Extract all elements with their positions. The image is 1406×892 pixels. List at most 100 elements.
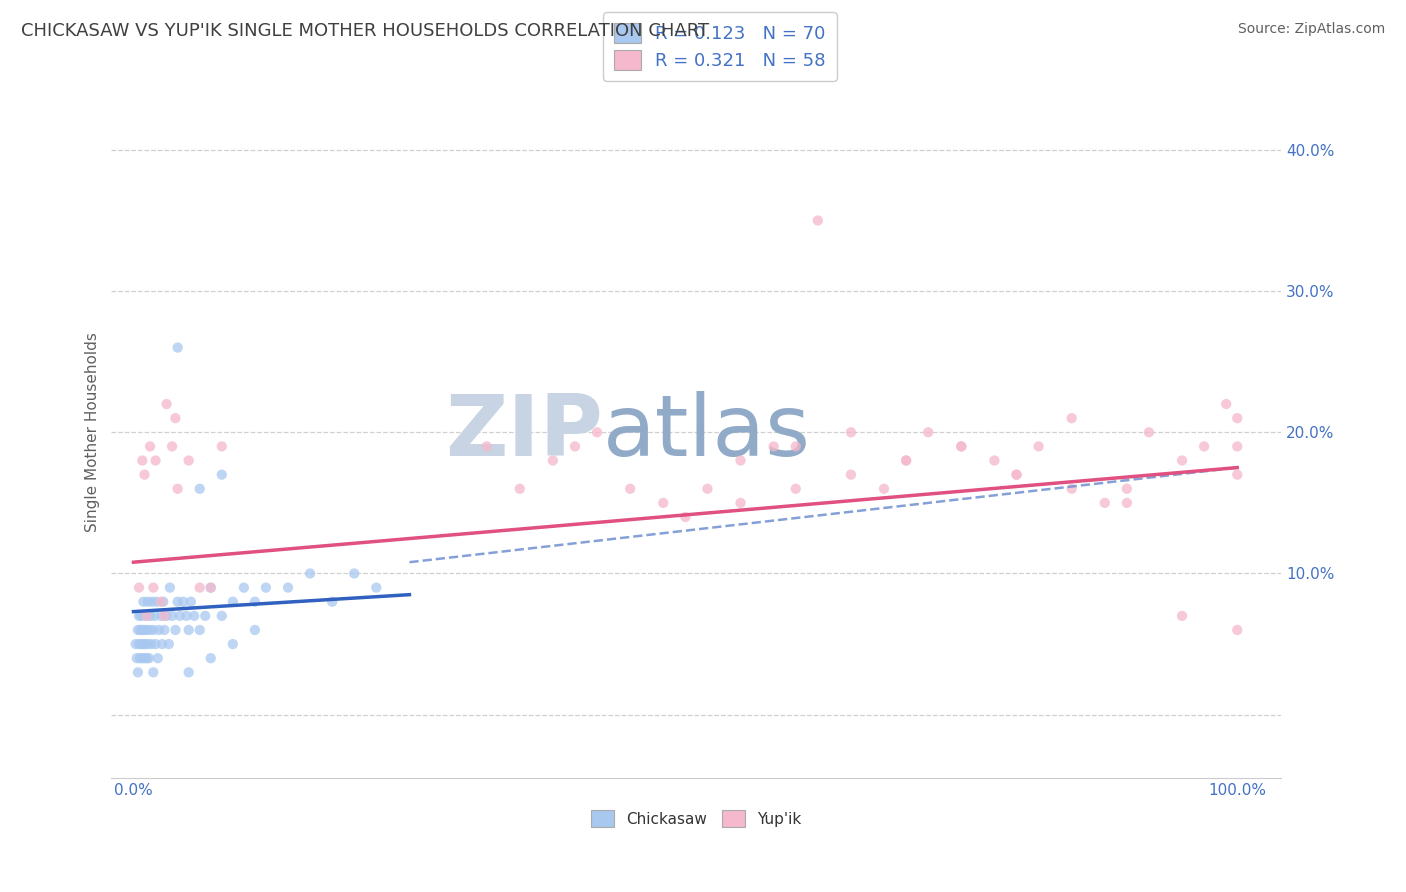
Point [142, 665, 165, 680]
Text: Source: ZipAtlas.com: Source: ZipAtlas.com [1237, 22, 1385, 37]
Point [222, 595, 245, 609]
Point [917, 425, 939, 440]
Point [177, 453, 200, 467]
Point [1137, 425, 1160, 440]
Point [194, 608, 217, 623]
Point [132, 637, 155, 651]
Point [211, 608, 233, 623]
Point [172, 595, 194, 609]
Point [1060, 482, 1083, 496]
Point [807, 213, 830, 227]
Point [652, 496, 675, 510]
Point [299, 566, 322, 581]
Point [141, 595, 163, 609]
Point [145, 453, 167, 467]
Point [139, 439, 162, 453]
Point [135, 651, 157, 665]
Point [839, 425, 862, 440]
Point [153, 608, 176, 623]
Point [873, 482, 896, 496]
Point [1060, 411, 1083, 425]
Point [183, 608, 205, 623]
Text: atlas: atlas [603, 391, 811, 474]
Point [200, 651, 222, 665]
Point [243, 595, 266, 609]
Point [139, 623, 162, 637]
Point [152, 595, 174, 609]
Point [135, 608, 157, 623]
Point [128, 637, 150, 651]
Point [232, 581, 254, 595]
Point [135, 608, 157, 623]
Point [141, 637, 163, 651]
Point [135, 623, 157, 637]
Point [211, 439, 233, 453]
Point [785, 482, 807, 496]
Point [983, 453, 1005, 467]
Point [366, 581, 388, 595]
Point [145, 595, 167, 609]
Point [128, 608, 150, 623]
Point [136, 595, 159, 609]
Point [129, 623, 152, 637]
Point [143, 608, 166, 623]
Point [188, 581, 211, 595]
Point [730, 496, 752, 510]
Point [254, 581, 277, 595]
Point [134, 467, 156, 482]
Point [166, 341, 188, 355]
Point [1115, 482, 1137, 496]
Point [1005, 467, 1028, 482]
Point [128, 581, 150, 595]
Point [564, 439, 586, 453]
Point [1115, 496, 1137, 510]
Point [131, 651, 153, 665]
Point [131, 623, 153, 637]
Point [1226, 467, 1249, 482]
Point [762, 439, 785, 453]
Point [142, 623, 165, 637]
Point [127, 623, 149, 637]
Point [135, 637, 157, 651]
Point [166, 595, 188, 609]
Legend: Chickasaw, Yup'ik: Chickasaw, Yup'ik [585, 804, 808, 833]
Point [188, 623, 211, 637]
Point [619, 482, 641, 496]
Point [1226, 623, 1249, 637]
Point [222, 637, 245, 651]
Point [321, 595, 343, 609]
Point [150, 637, 173, 651]
Point [696, 482, 718, 496]
Point [1226, 439, 1249, 453]
Point [343, 566, 366, 581]
Point [950, 439, 973, 453]
Point [150, 595, 173, 609]
Point [177, 623, 200, 637]
Point [200, 581, 222, 595]
Point [1028, 439, 1050, 453]
Point [673, 510, 696, 524]
Point [139, 608, 162, 623]
Point [176, 608, 198, 623]
Point [125, 651, 148, 665]
Point [132, 595, 155, 609]
Point [134, 623, 156, 637]
Point [1226, 411, 1249, 425]
Point [785, 439, 807, 453]
Point [950, 439, 973, 453]
Point [475, 439, 498, 453]
Point [125, 637, 148, 651]
Point [180, 595, 202, 609]
Point [200, 581, 222, 595]
Point [166, 482, 188, 496]
Point [148, 623, 170, 637]
Point [1094, 496, 1116, 510]
Point [165, 411, 187, 425]
Point [155, 608, 177, 623]
Point [150, 608, 173, 623]
Point [153, 623, 176, 637]
Point [894, 453, 917, 467]
Point [894, 453, 917, 467]
Point [129, 608, 152, 623]
Text: ZIP: ZIP [446, 391, 603, 474]
